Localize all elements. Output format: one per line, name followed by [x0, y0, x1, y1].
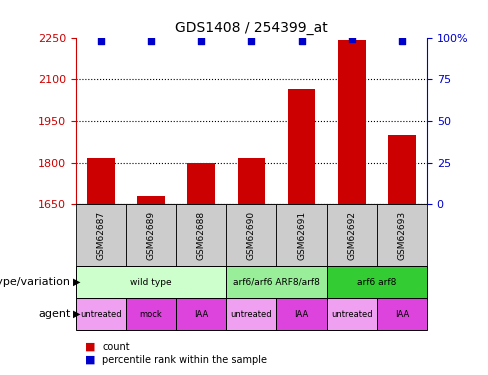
Bar: [87, 159, 115, 204]
Text: IAA: IAA: [194, 310, 208, 319]
Point: [398, 38, 406, 44]
Text: GSM62687: GSM62687: [96, 211, 105, 260]
Text: GSM62692: GSM62692: [347, 211, 356, 260]
Bar: [288, 89, 315, 204]
Point: [197, 38, 205, 44]
Bar: [238, 159, 265, 204]
Bar: [137, 196, 165, 204]
Text: percentile rank within the sample: percentile rank within the sample: [102, 355, 267, 365]
Point: [247, 38, 255, 44]
Text: ▶: ▶: [73, 309, 81, 319]
Text: count: count: [102, 342, 130, 352]
Point: [147, 38, 155, 44]
Text: ■: ■: [85, 342, 96, 352]
Point: [97, 38, 104, 44]
Text: GSM62691: GSM62691: [297, 211, 306, 260]
Title: GDS1408 / 254399_at: GDS1408 / 254399_at: [175, 21, 328, 35]
Text: untreated: untreated: [331, 310, 372, 319]
Bar: [187, 163, 215, 204]
Text: IAA: IAA: [294, 310, 308, 319]
Text: arf6/arf6 ARF8/arf8: arf6/arf6 ARF8/arf8: [233, 278, 320, 286]
Text: untreated: untreated: [230, 310, 272, 319]
Text: arf6 arf8: arf6 arf8: [357, 278, 396, 286]
Text: mock: mock: [140, 310, 163, 319]
Text: GSM62689: GSM62689: [146, 211, 156, 260]
Bar: [388, 135, 416, 204]
Text: IAA: IAA: [395, 310, 409, 319]
Text: untreated: untreated: [80, 310, 122, 319]
Text: wild type: wild type: [130, 278, 172, 286]
Text: ▶: ▶: [73, 277, 81, 287]
Text: GSM62688: GSM62688: [197, 211, 205, 260]
Text: genotype/variation: genotype/variation: [0, 277, 71, 287]
Point: [348, 36, 356, 42]
Text: ■: ■: [85, 355, 96, 365]
Text: GSM62693: GSM62693: [397, 211, 407, 260]
Text: GSM62690: GSM62690: [247, 211, 256, 260]
Point: [298, 38, 305, 44]
Bar: [338, 40, 366, 204]
Text: agent: agent: [39, 309, 71, 319]
